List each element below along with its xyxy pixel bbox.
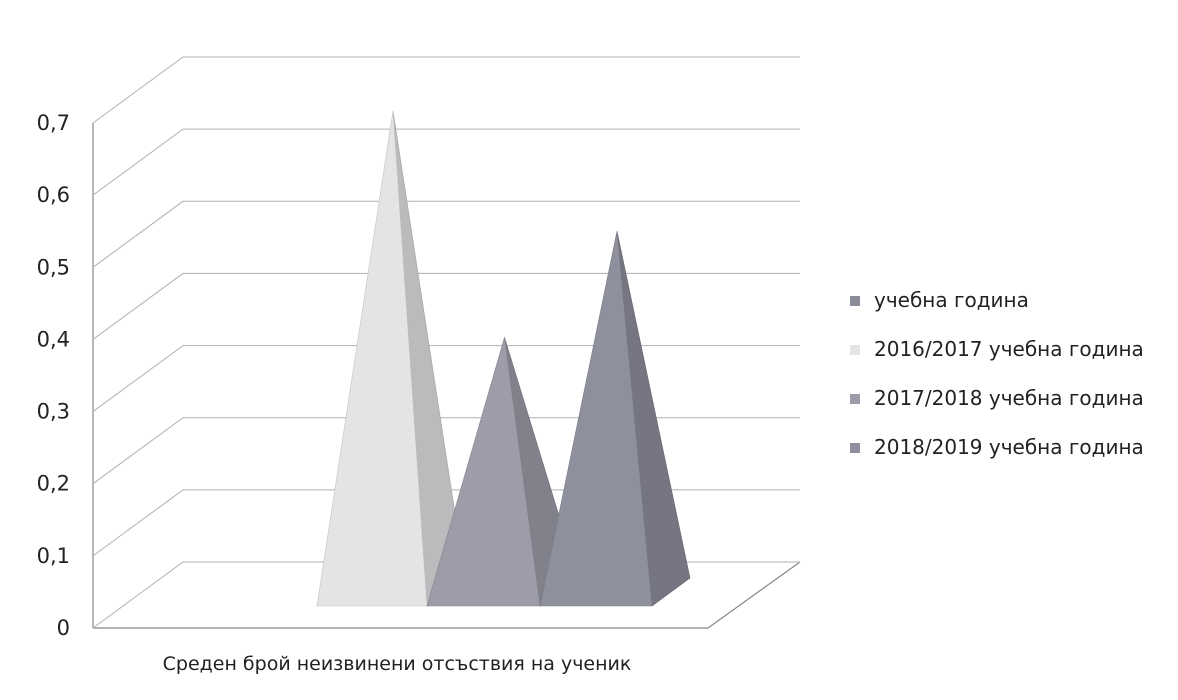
legend-swatch [850,393,860,404]
y-tick-label: 0,6 [37,183,70,207]
legend-item: учебна година [850,276,1144,325]
legend-swatch [850,442,860,453]
legend-item: 2016/2017 учебна година [850,325,1144,374]
legend-swatch [850,344,860,355]
gridline [92,345,800,412]
y-tick-label: 0 [57,616,70,640]
legend-swatch [850,295,860,306]
y-tick-label: 0,1 [37,544,70,568]
legend-item: 2017/2018 учебна година [850,374,1144,423]
pyramid-bar [316,110,466,607]
legend-label: 2017/2018 учебна година [874,386,1144,410]
category-label: Среден брой неизвинени отсъствия на учен… [163,653,632,675]
y-tick-label: 0,5 [37,255,70,279]
legend-item: 2018/2019 учебна година [850,423,1144,472]
floor-edge [93,561,801,629]
pyramid-front-face [539,231,653,607]
gridline [92,200,800,268]
pyramid-bar [539,231,691,607]
gridline [92,128,800,196]
legend-label: 2016/2017 учебна година [874,337,1144,361]
gridline [92,56,800,124]
legend-label: учебна година [874,288,1029,312]
gridline [92,272,800,340]
legend: учебна година 2016/2017 учебна година 20… [850,276,1144,472]
y-tick-label: 0,3 [37,400,70,424]
y-tick-label: 0,2 [37,472,70,496]
pyramid-front-face [426,337,541,607]
pyramid-front-face [316,110,428,607]
y-tick-label: 0,4 [37,327,70,351]
legend-label: 2018/2019 учебна година [874,435,1144,459]
y-tick-label: 0,7 [37,111,70,135]
